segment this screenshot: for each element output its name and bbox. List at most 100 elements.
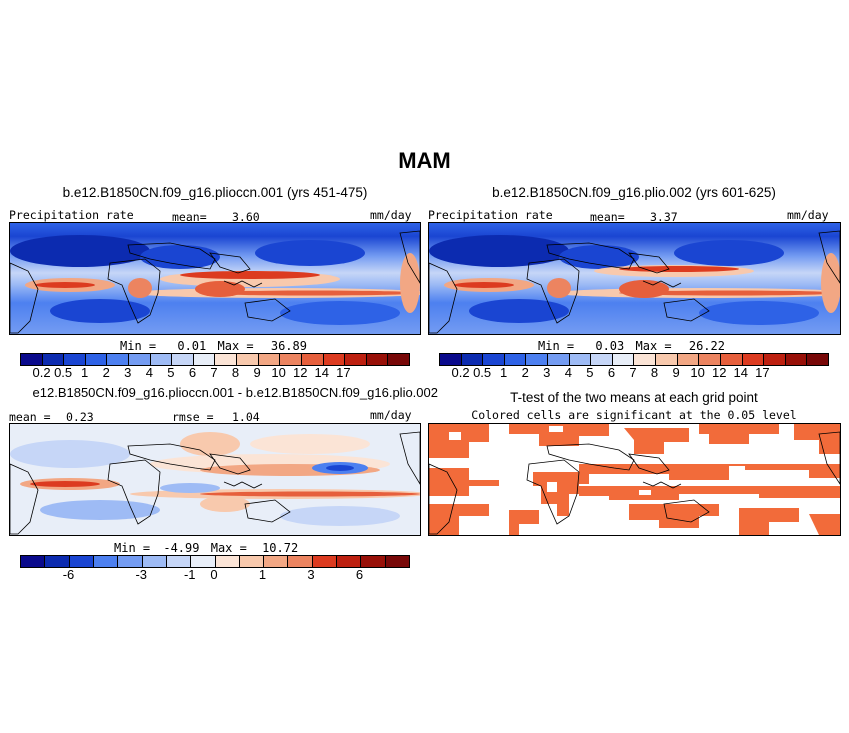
panel1-colorbar-tick-label: 10 bbox=[271, 365, 286, 380]
panel3-colorbar-color-box bbox=[118, 556, 143, 567]
panel2-colorbar-color-box bbox=[742, 354, 765, 365]
panel3-colorbar-color-box bbox=[45, 556, 70, 567]
panel1-colorbar-color-box bbox=[42, 354, 65, 365]
panel3-units: mm/day bbox=[370, 408, 412, 422]
panel1-colorbar-ticks: 0.2 0.5 1 2 3 4 5 6 7 8 9 10 12 14 17 bbox=[20, 365, 408, 381]
panel1-colorbar-color-box bbox=[150, 354, 173, 365]
panel3-map bbox=[9, 423, 421, 536]
panel2-colorbar-color-box bbox=[612, 354, 635, 365]
panel2-colorbar-tick-label: 1 bbox=[500, 365, 508, 380]
panel1-colorbar-color-box bbox=[301, 354, 324, 365]
panel3-colorbar-color-box bbox=[385, 556, 409, 567]
panel2-colorbar-color-box bbox=[504, 354, 527, 365]
panel2-colorbar-color-box bbox=[591, 354, 613, 365]
panel1-colorbar-tick-label: 8 bbox=[231, 365, 240, 380]
panel1-colorbar-color-box bbox=[64, 354, 86, 365]
panel2-colorbar-color-box bbox=[764, 354, 786, 365]
panel1-colorbar-color-box bbox=[85, 354, 108, 365]
panel3-colorbar-color-box bbox=[312, 556, 338, 567]
panel1-colorbar-tick-label: 1 bbox=[81, 365, 89, 380]
panel3-colorbar-color-box bbox=[69, 556, 94, 567]
panel2-colorbar-tick-label: 4 bbox=[564, 365, 572, 380]
panel3-colorbar-color-box bbox=[93, 556, 119, 567]
panel1-colorbar-color-box bbox=[366, 354, 389, 365]
panel1-min-label: Min = bbox=[120, 339, 157, 353]
panel2-colorbar-tick-label: 6 bbox=[607, 365, 616, 380]
panel2-colorbar-color-box bbox=[526, 354, 549, 365]
panel1-colorbar-tick-label: 0.2 bbox=[32, 365, 51, 380]
panel1-colorbar-tick-label: 9 bbox=[253, 365, 261, 380]
panel4-subtitle: Colored cells are significant at the 0.0… bbox=[471, 408, 797, 422]
panel3-colorbar-color-box bbox=[215, 556, 240, 567]
panel2-colorbar-color-box bbox=[699, 354, 721, 365]
panel3-colorbar-color-box bbox=[166, 556, 192, 567]
panel3-colorbar-color-box bbox=[264, 556, 289, 567]
panel4-title: T-test of the two means at each grid poi… bbox=[510, 390, 758, 405]
panel1-colorbar bbox=[20, 353, 410, 366]
panel1-variable-label: Precipitation rate bbox=[9, 208, 134, 222]
panel2-colorbar-tick-label: 10 bbox=[690, 365, 705, 380]
panel3-rmse-label: rmse = bbox=[172, 410, 214, 424]
panel2-colorbar-color-box bbox=[440, 354, 462, 365]
panel1-colorbar-tick-label: 7 bbox=[210, 365, 218, 380]
panel1-colorbar-tick-label: 3 bbox=[124, 365, 132, 380]
panel3-colorbar-tick-label: 1 bbox=[258, 567, 267, 582]
panel1-colorbar-color-box bbox=[107, 354, 130, 365]
panel1-colorbar-color-box bbox=[258, 354, 281, 365]
panel3-colorbar-tick-label: 6 bbox=[355, 567, 364, 582]
panel1-colorbar-color-box bbox=[345, 354, 367, 365]
panel3-colorbar-tick-label: -3 bbox=[135, 567, 148, 582]
panel2-colorbar-color-box bbox=[677, 354, 700, 365]
panel1-colorbar-color-box bbox=[280, 354, 302, 365]
panel2-colorbar-color-box bbox=[634, 354, 657, 365]
panel2-colorbar-tick-label: 2 bbox=[521, 365, 529, 380]
panel1-units: mm/day bbox=[370, 208, 412, 222]
panel2-variable-label: Precipitation rate bbox=[428, 208, 553, 222]
panel1-colorbar-color-box bbox=[172, 354, 194, 365]
panel2-colorbar-tick-label: 8 bbox=[650, 365, 659, 380]
panel3-max-value: 10.72 bbox=[262, 541, 299, 555]
panel3-colorbar-tick-label: 3 bbox=[307, 567, 315, 582]
panel2-colorbar-color-box bbox=[569, 354, 592, 365]
panel1-colorbar-tick-label: 6 bbox=[188, 365, 197, 380]
panel1-colorbar-tick-label: 0.5 bbox=[54, 365, 73, 380]
panel2-map bbox=[428, 222, 841, 335]
panel1-colorbar-tick-label: 2 bbox=[102, 365, 110, 380]
panel2-colorbar-tick-label: 7 bbox=[629, 365, 637, 380]
panel2-colorbar-tick-label: 0.5 bbox=[473, 365, 492, 380]
panel3-colorbar-ticks: -6 -3 -1 0 1 3 6 bbox=[20, 567, 408, 583]
page-title: MAM bbox=[398, 148, 451, 173]
panel2-colorbar-color-box bbox=[807, 354, 828, 365]
panel3-rmse-value: 1.04 bbox=[232, 410, 260, 424]
panel2-min-label: Min = bbox=[538, 339, 575, 353]
panel3-mean-label: mean = bbox=[9, 410, 51, 424]
panel2-colorbar-tick-label: 14 bbox=[733, 365, 748, 380]
panel2-mean-label: mean= bbox=[590, 210, 625, 224]
panel3-colorbar-color-box bbox=[361, 556, 386, 567]
panel2-max-label: Max = bbox=[635, 339, 672, 353]
panel3-title: e12.B1850CN.f09_g16.plioccn.001 - b.e12.… bbox=[32, 385, 438, 400]
panel2-mean-value: 3.37 bbox=[650, 210, 678, 224]
panel1-mean-label: mean= bbox=[172, 210, 207, 224]
panel2-colorbar-color-box bbox=[548, 354, 570, 365]
panel2-colorbar-tick-label: 3 bbox=[543, 365, 551, 380]
panel1-colorbar-color-box bbox=[193, 354, 216, 365]
panel1-colorbar-color-box bbox=[388, 354, 409, 365]
panel1-title: b.e12.B1850CN.f09_g16.plioccn.001 (yrs 4… bbox=[62, 185, 368, 200]
panel3-colorbar-color-box bbox=[21, 556, 46, 567]
panel1-colorbar-color-box bbox=[21, 354, 43, 365]
panel2-colorbar-tick-label: 9 bbox=[672, 365, 680, 380]
panel3-colorbar-color-box bbox=[191, 556, 216, 567]
panel3-min-label: Min = bbox=[114, 541, 151, 555]
panel3-colorbar-color-box bbox=[142, 556, 167, 567]
panel2-colorbar-tick-label: 12 bbox=[711, 365, 727, 380]
panel3-min-value: -4.99 bbox=[163, 541, 200, 555]
panel3-colorbar-color-box bbox=[239, 556, 265, 567]
panel1-colorbar-color-box bbox=[323, 354, 346, 365]
panel1-max-label: Max = bbox=[217, 339, 254, 353]
panel2-colorbar-tick-label: 17 bbox=[755, 365, 770, 380]
panel2-units: mm/day bbox=[787, 208, 829, 222]
panel2-colorbar-color-box bbox=[483, 354, 505, 365]
panel2-max-value: 26.22 bbox=[688, 339, 725, 353]
panel3-mean-value: 0.23 bbox=[66, 410, 94, 424]
